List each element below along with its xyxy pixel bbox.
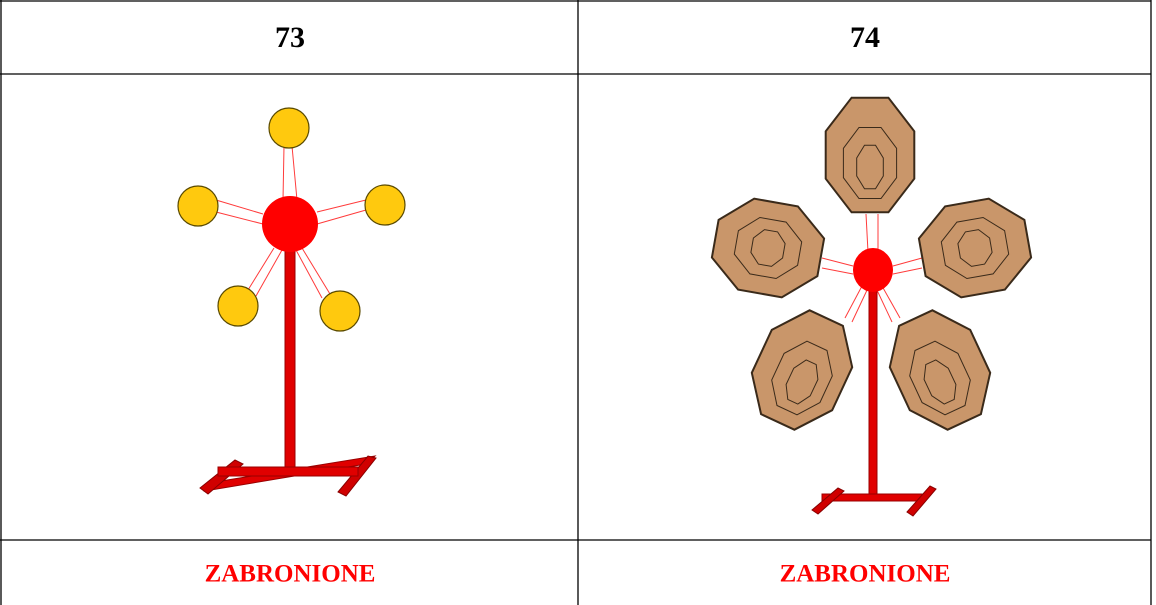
target-plate (957, 229, 993, 267)
status-label: ZABRONIONE (780, 561, 951, 588)
target-74-illustration (710, 96, 1033, 517)
center-disc (853, 248, 893, 292)
header-cell: 73 (275, 21, 305, 54)
target-plate (750, 229, 786, 267)
target-plate (750, 309, 854, 431)
target-plate (917, 197, 1033, 299)
status-label: ZABRONIONE (205, 561, 376, 588)
target-plate (909, 340, 971, 416)
target-plate (888, 309, 992, 431)
target-plate (771, 340, 833, 416)
target-plate (842, 127, 898, 199)
target-plate (923, 359, 957, 405)
target-plate (824, 96, 916, 214)
target-plate (785, 359, 819, 405)
target-plate (940, 216, 1010, 280)
target-plate (856, 144, 884, 190)
target-plate (733, 216, 803, 280)
target-plate (710, 197, 826, 299)
header-cell: 74 (850, 21, 880, 54)
target-73-illustration (177, 107, 406, 497)
